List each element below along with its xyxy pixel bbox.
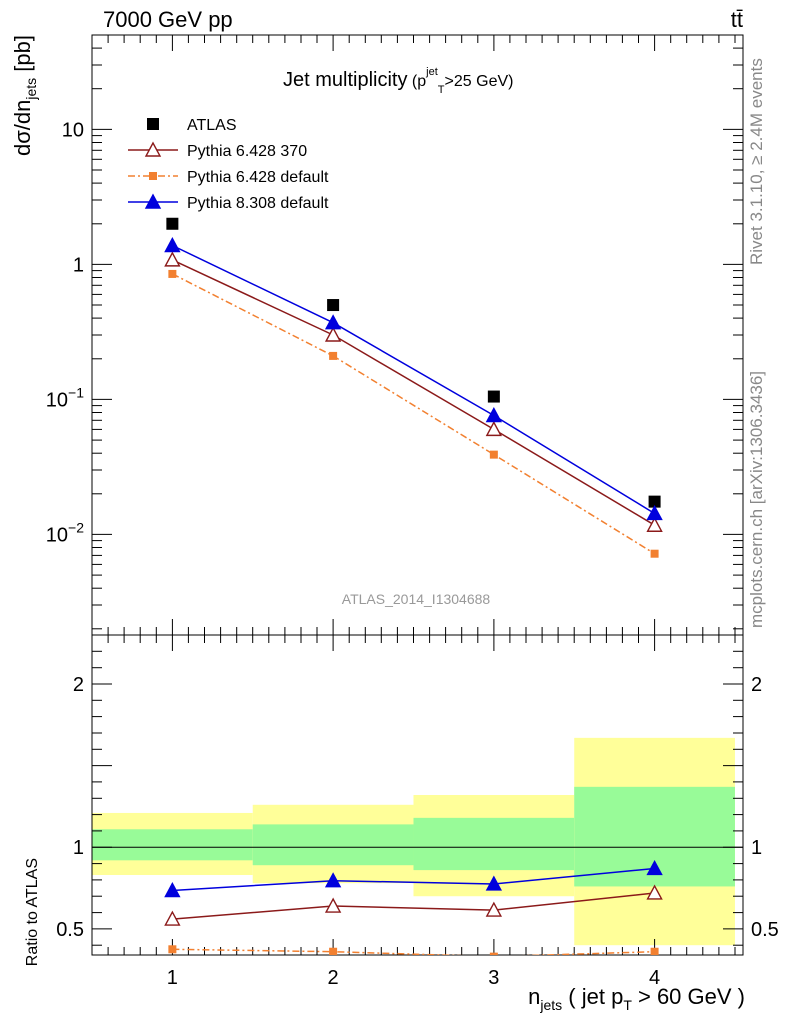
rivet-label: Rivet 3.1.10, ≥ 2.4M events bbox=[747, 58, 766, 265]
band-inner-3 bbox=[413, 817, 575, 871]
marker bbox=[166, 217, 179, 230]
header-right: tt̄ bbox=[731, 7, 743, 32]
marker bbox=[327, 299, 340, 312]
marker bbox=[144, 193, 162, 209]
marker bbox=[149, 172, 157, 180]
y-ticks-main bbox=[92, 34, 743, 630]
header-left: 7000 GeV pp bbox=[103, 7, 233, 32]
y-tick-label-right: 1 bbox=[751, 837, 762, 859]
marker bbox=[485, 901, 503, 917]
marker bbox=[144, 141, 162, 157]
series-line bbox=[172, 948, 655, 955]
legend-label: Pythia 6.428 370 bbox=[187, 143, 307, 160]
marker bbox=[329, 351, 338, 360]
marker bbox=[324, 314, 342, 330]
chart-title: Jet multiplicity (pjetT>25 GeV) bbox=[283, 66, 513, 96]
ratio-ylabel: Ratio to ATLAS bbox=[24, 858, 41, 966]
band-inner-2 bbox=[252, 824, 414, 866]
marker bbox=[646, 884, 663, 900]
y-axis-label: dσ/dnjets [pb] bbox=[10, 35, 39, 156]
y-ticks-ratio bbox=[92, 650, 743, 946]
legend-entry bbox=[128, 193, 178, 209]
marker bbox=[324, 872, 342, 888]
ratio-series-pythia-6-428-370 bbox=[164, 884, 663, 926]
main-series-pythia-6-428-370 bbox=[164, 251, 663, 532]
marker bbox=[324, 326, 342, 342]
marker bbox=[164, 237, 181, 253]
marker bbox=[164, 882, 181, 898]
marker bbox=[646, 516, 663, 532]
marker bbox=[485, 420, 503, 437]
marker bbox=[646, 859, 663, 876]
y-tick-label: 10−1 bbox=[46, 384, 84, 411]
main-series-pythia-6-428-default bbox=[168, 269, 659, 558]
marker bbox=[648, 495, 661, 508]
watermark: ATLAS_2014_I1304688 bbox=[342, 591, 491, 607]
marker bbox=[329, 947, 338, 955]
legend-label: Pythia 6.428 default bbox=[187, 169, 329, 186]
series-line bbox=[172, 273, 655, 555]
y-tick-label: 10 bbox=[62, 119, 84, 141]
x-tick-label: 4 bbox=[649, 967, 660, 989]
y-tick-label: 1 bbox=[73, 254, 84, 276]
x-tick-label: 3 bbox=[488, 967, 499, 989]
main-series-atlas bbox=[166, 217, 661, 508]
y-tick-label-left: 2 bbox=[73, 674, 84, 696]
marker bbox=[485, 407, 503, 423]
x-tick-label: 2 bbox=[328, 967, 339, 989]
ratio-series-pythia-8-308-default bbox=[164, 859, 663, 898]
ratio-series-pythia-6-428-default bbox=[168, 945, 659, 955]
mcplots-label: mcplots.cern.ch [arXiv:1306.3436] bbox=[747, 371, 766, 628]
band-inner-1 bbox=[92, 829, 253, 861]
marker bbox=[646, 504, 663, 521]
marker bbox=[650, 549, 659, 558]
x-tick-label: 1 bbox=[167, 967, 178, 989]
series-line bbox=[172, 259, 655, 526]
y-tick-label-right: 0.5 bbox=[751, 919, 779, 941]
main-series-pythia-8-308-default bbox=[164, 237, 663, 521]
marker bbox=[147, 118, 159, 130]
y-tick-label-left: 0.5 bbox=[56, 919, 84, 941]
marker bbox=[168, 945, 177, 954]
x-ticks bbox=[107, 35, 736, 955]
marker bbox=[164, 251, 181, 267]
series-line bbox=[172, 244, 655, 515]
series-line bbox=[172, 892, 655, 920]
y-tick-label-right: 2 bbox=[751, 674, 762, 696]
ratio-bands bbox=[92, 737, 735, 946]
x-axis-label: njets ( jet pT > 60 GeV ) bbox=[528, 984, 745, 1013]
marker bbox=[168, 269, 177, 278]
marker bbox=[489, 450, 498, 459]
y-tick-label-left: 1 bbox=[73, 837, 84, 859]
legend-label: ATLAS bbox=[187, 117, 237, 134]
marker bbox=[487, 390, 500, 403]
legend-entry bbox=[128, 141, 178, 157]
marker bbox=[650, 947, 659, 955]
y-tick-label: 10−2 bbox=[46, 519, 84, 546]
legend-label: Pythia 8.308 default bbox=[187, 195, 329, 212]
marker bbox=[164, 910, 181, 926]
marker bbox=[489, 952, 498, 955]
legend-entry bbox=[147, 118, 159, 130]
marker bbox=[324, 897, 342, 913]
marker bbox=[485, 875, 503, 891]
legend-entry bbox=[128, 172, 178, 180]
series-line bbox=[172, 867, 655, 892]
